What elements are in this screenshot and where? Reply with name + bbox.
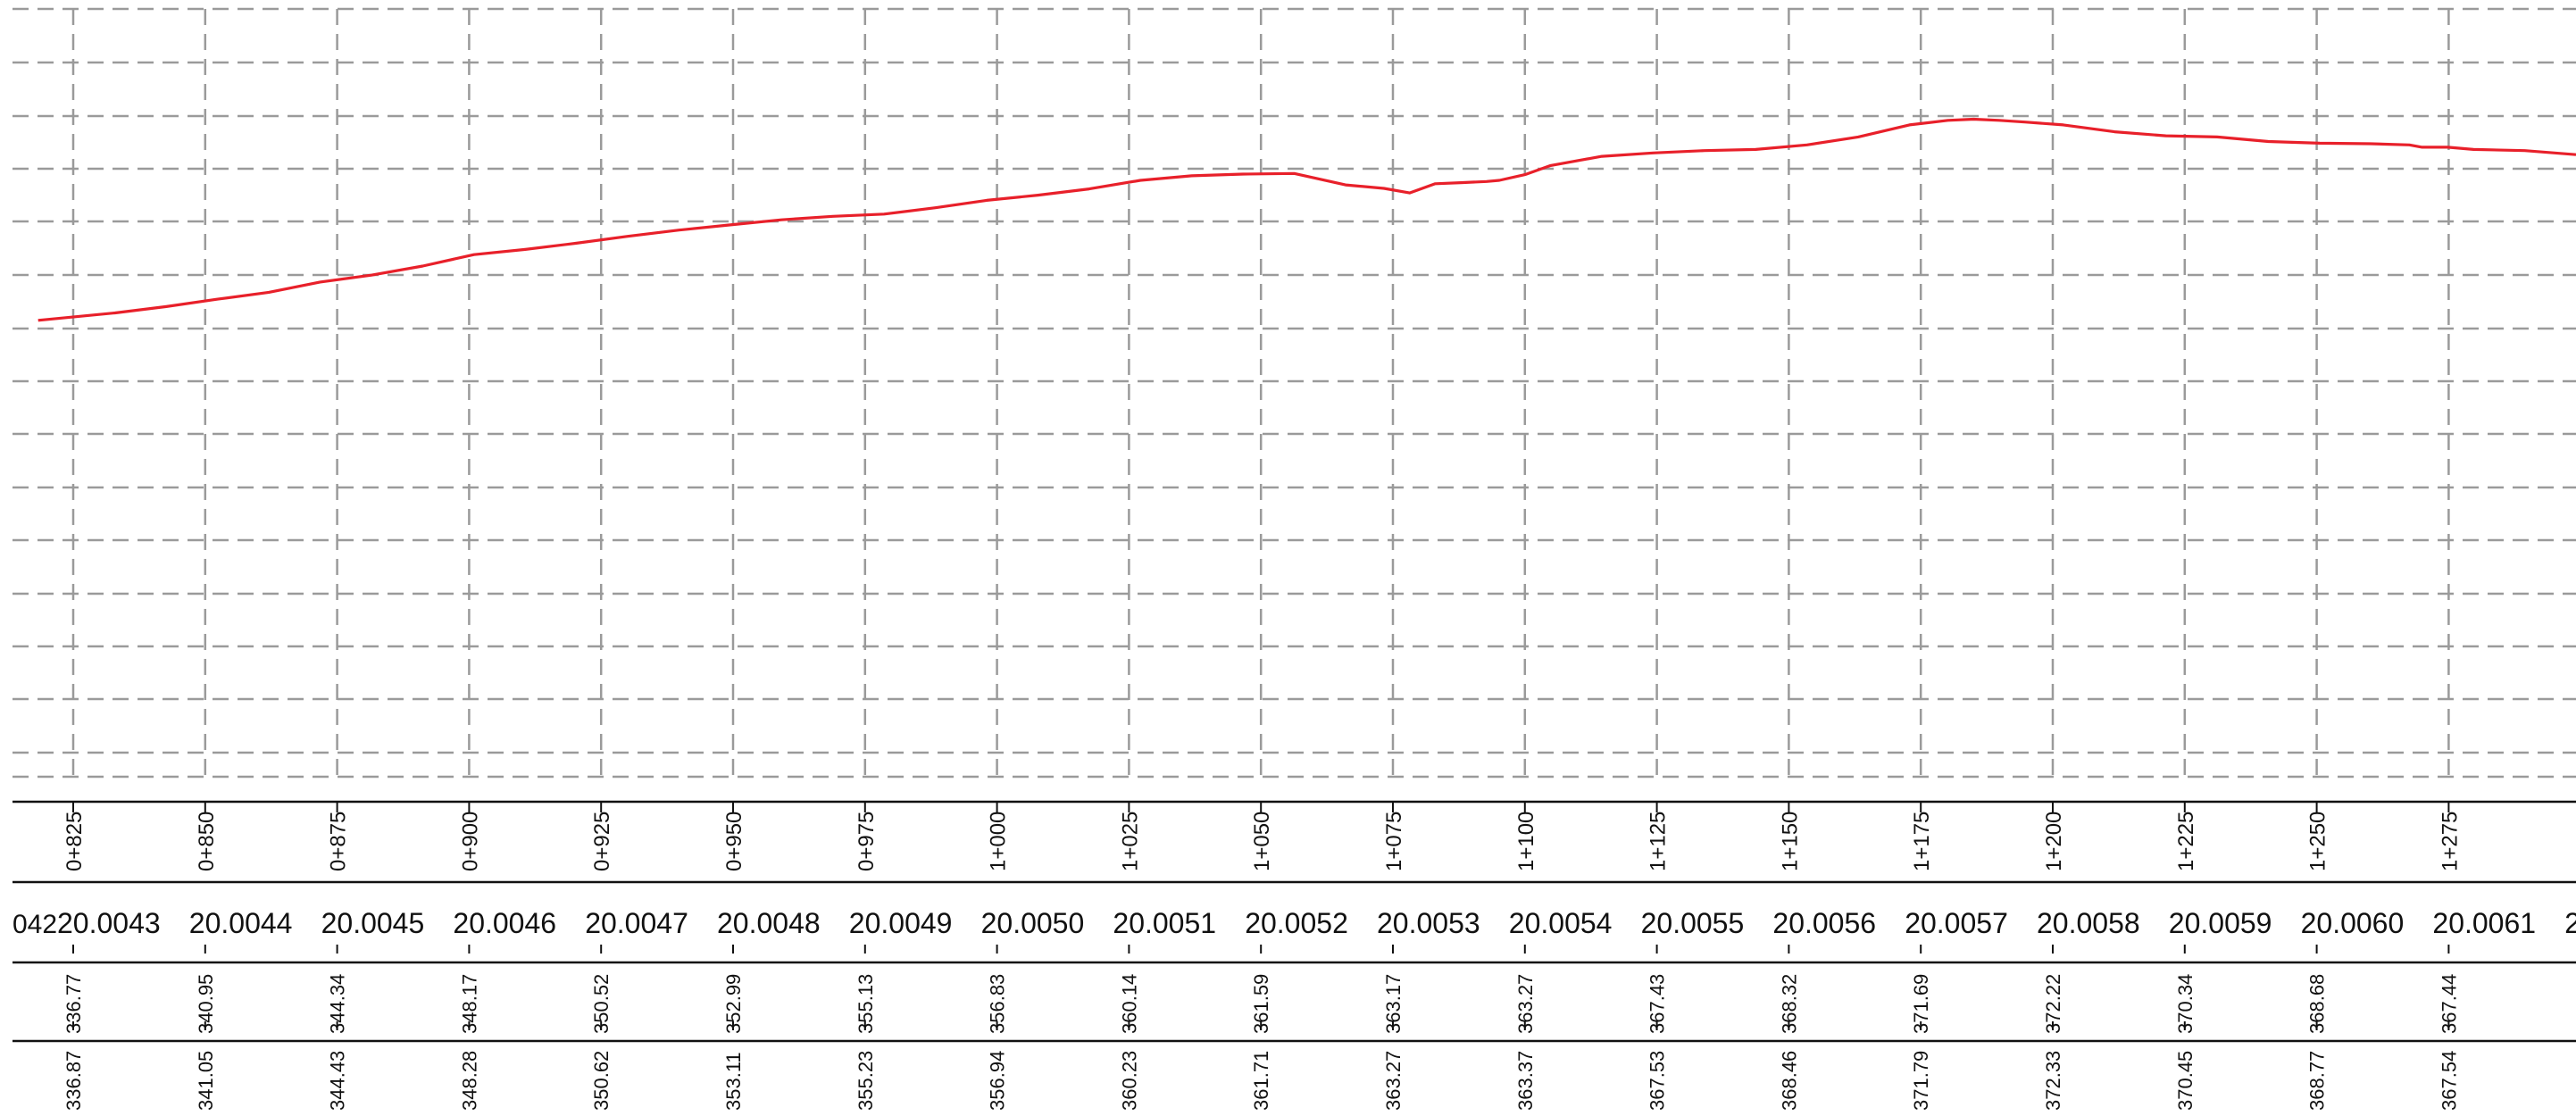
station-label: 1+000 bbox=[987, 812, 1011, 871]
value-label: 361.71 bbox=[1250, 1051, 1272, 1111]
chainage-label: 20.0057 bbox=[1905, 907, 2008, 939]
chainage-label: 20.0058 bbox=[2037, 907, 2140, 939]
station-label: 0+850 bbox=[195, 812, 219, 871]
station-label: 0+950 bbox=[722, 812, 746, 871]
profile-series bbox=[38, 117, 2576, 322]
station-labels: 0+825 0+850 0+875 0+900 0+925 0+950 0+975 1+000… bbox=[63, 802, 2462, 871]
value-label: 372.33 bbox=[2042, 1051, 2064, 1111]
value-label: 368.46 bbox=[1778, 1051, 1800, 1111]
station-label: 0+875 bbox=[327, 812, 351, 871]
value-label: 350.62 bbox=[590, 1051, 613, 1111]
station-label: 1+125 bbox=[1646, 812, 1671, 871]
station-label: 1+150 bbox=[1778, 812, 1802, 871]
chainage-label: 20.0052 bbox=[1245, 907, 1348, 939]
value-label: 341.05 bbox=[195, 1051, 217, 1111]
value-label: 363.27 bbox=[1382, 1051, 1405, 1111]
value-label: 360.23 bbox=[1118, 1051, 1140, 1111]
chainage-label: 20.0048 bbox=[717, 907, 821, 939]
station-label: 1+100 bbox=[1514, 812, 1538, 871]
chainage-label: 20.0051 bbox=[1113, 907, 1216, 939]
station-label: 0+825 bbox=[63, 812, 87, 871]
chainage-label: 20.0062 bbox=[2564, 907, 2576, 939]
chainage-label: 20.0061 bbox=[2432, 907, 2536, 939]
chainage-label: 20.0045 bbox=[321, 907, 425, 939]
chainage-band: 042 20.0043 20.0044 20.0045 20.0046 20.0047 20… bbox=[13, 907, 2576, 939]
table-frame bbox=[13, 800, 2576, 1043]
value-label: 370.45 bbox=[2174, 1051, 2197, 1111]
value-label: 367.53 bbox=[1646, 1051, 1669, 1111]
chainage-label: 20.0056 bbox=[1772, 907, 1876, 939]
value-label: 367.54 bbox=[2438, 1051, 2460, 1111]
station-label: 0+925 bbox=[590, 812, 614, 871]
values-row-2: 336.87 341.05 344.43 348.28 350.62 353.11 355.… bbox=[63, 1021, 2460, 1111]
station-label: 1+075 bbox=[1382, 812, 1406, 871]
chainage-label: 20.0053 bbox=[1377, 907, 1480, 939]
station-label: 1+275 bbox=[2438, 812, 2462, 871]
station-label: 1+050 bbox=[1250, 812, 1274, 871]
profile-line bbox=[38, 117, 2576, 322]
station-label: 1+225 bbox=[2174, 812, 2198, 871]
chainage-label: 042 bbox=[13, 910, 57, 939]
chainage-label: 20.0055 bbox=[1641, 907, 1745, 939]
value-label: 353.11 bbox=[722, 1052, 745, 1111]
chainage-label: 20.0047 bbox=[585, 907, 688, 939]
station-label: 1+200 bbox=[2042, 812, 2066, 871]
value-label: 363.37 bbox=[1514, 1051, 1537, 1111]
chainage-label: 20.0044 bbox=[189, 907, 293, 939]
values-row-1: 336.77 340.95 344.34 348.17 350.52 352.99 355.… bbox=[63, 945, 2460, 1034]
station-label: 0+900 bbox=[458, 812, 482, 871]
value-label: 356.94 bbox=[987, 1051, 1009, 1111]
station-label: 0+975 bbox=[854, 812, 879, 871]
station-label: 1+250 bbox=[2306, 812, 2330, 871]
chainage-label: 20.0060 bbox=[2301, 907, 2405, 939]
horizontal-gridlines bbox=[13, 7, 2576, 779]
chainage-label: 20.0054 bbox=[1509, 907, 1613, 939]
value-label: 348.28 bbox=[458, 1051, 480, 1111]
station-label: 1+025 bbox=[1118, 812, 1142, 871]
chainage-label: 20.0059 bbox=[2169, 907, 2272, 939]
chainage-label: 20.0049 bbox=[849, 907, 953, 939]
value-label: 336.87 bbox=[63, 1051, 85, 1111]
station-label: 1+175 bbox=[1910, 812, 1934, 871]
vertical-gridlines bbox=[71, 9, 2450, 777]
value-label: 344.43 bbox=[327, 1051, 349, 1111]
chainage-label: 20.0050 bbox=[981, 907, 1085, 939]
value-label: 371.79 bbox=[1910, 1051, 1932, 1111]
chainage-label: 20.0043 bbox=[57, 907, 161, 939]
chainage-label: 20.0046 bbox=[453, 907, 556, 939]
value-label: 355.23 bbox=[854, 1051, 877, 1111]
value-label: 368.77 bbox=[2306, 1051, 2329, 1111]
